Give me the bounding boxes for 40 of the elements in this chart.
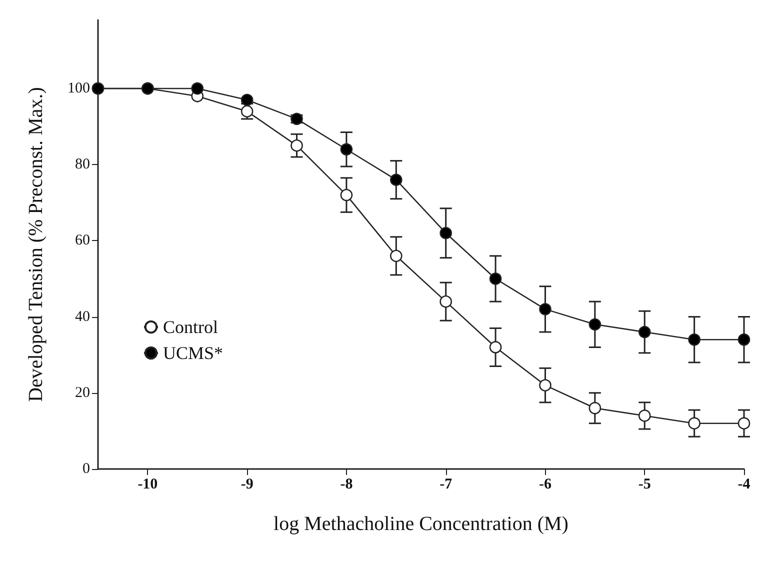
point [638,326,651,338]
y-tick-label: 40 [75,308,90,325]
point [738,333,750,346]
point [539,303,552,316]
point [191,82,204,95]
point [390,174,402,186]
x-tick-label: -4 [738,476,751,492]
legend-label: Control [163,317,218,337]
legend-label: UCMS* [163,343,224,363]
point [489,341,502,354]
point [688,333,700,346]
y-tick-label: 60 [75,232,90,249]
x-tick-label: -9 [240,476,254,492]
x-tick-label: -5 [638,476,651,492]
point [539,379,552,392]
x-tick-label: -10 [138,476,158,492]
point [688,417,700,430]
x-tick-label: -6 [538,476,552,492]
y-tick-label: 80 [75,156,90,173]
point [290,112,303,126]
point [588,318,602,331]
point [240,105,254,118]
point [638,410,651,422]
x-tick-label: -7 [440,476,453,492]
point [440,295,452,308]
y-tick-label: 20 [75,384,90,401]
point [440,226,452,240]
y-axis-title: Developed Tension (% Preconst. Max.) [25,87,47,402]
point [290,139,303,152]
x-tick-label: -8 [340,476,353,492]
point [340,188,353,202]
point [390,250,402,262]
point [738,417,750,430]
point [340,143,353,156]
point [489,272,502,285]
y-tick-label: 0 [82,461,90,477]
x-axis-title: log Methacholine Concentration (M) [274,513,568,535]
point [240,94,254,106]
y-tick-label: 100 [68,80,90,96]
point [588,402,602,414]
